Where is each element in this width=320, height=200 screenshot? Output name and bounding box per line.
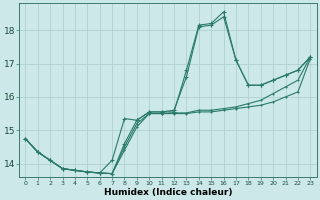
X-axis label: Humidex (Indice chaleur): Humidex (Indice chaleur) — [104, 188, 232, 197]
